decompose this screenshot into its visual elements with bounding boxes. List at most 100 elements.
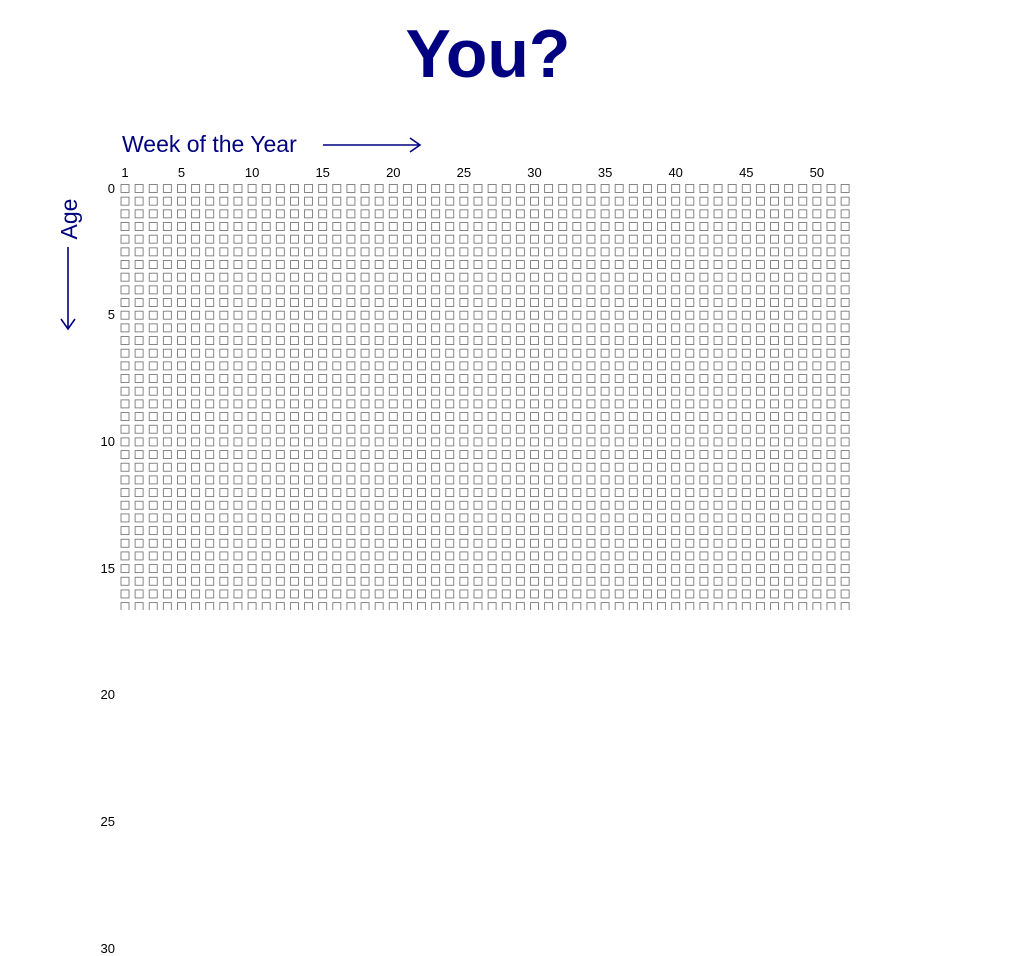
week-box <box>572 424 582 434</box>
week-box <box>247 323 257 333</box>
week-box <box>628 374 638 383</box>
week-box <box>332 424 342 434</box>
week-box <box>487 450 497 460</box>
week-box <box>219 589 229 599</box>
week-box <box>402 386 412 396</box>
week-box <box>219 374 229 383</box>
week-box <box>388 576 398 586</box>
week-box <box>205 576 215 586</box>
week-box <box>572 260 582 269</box>
week-box <box>459 437 469 447</box>
week-box <box>699 260 709 269</box>
week-box <box>642 374 652 383</box>
week-box <box>261 196 271 206</box>
week-box <box>642 475 652 485</box>
week-box <box>784 538 794 548</box>
week-box <box>233 184 243 193</box>
week-box <box>332 500 342 510</box>
week-box <box>530 488 539 498</box>
week-box <box>191 500 201 510</box>
week-box <box>798 374 808 383</box>
week-box <box>332 602 342 610</box>
week-box <box>360 310 370 320</box>
week-box <box>840 222 850 231</box>
week-box <box>162 336 172 345</box>
week-box <box>770 488 779 498</box>
week-box <box>558 513 568 523</box>
week-box <box>614 576 624 586</box>
week-box <box>784 285 794 295</box>
week-box <box>727 450 737 460</box>
week-box <box>431 538 441 548</box>
week-box <box>374 437 384 447</box>
week-box <box>530 500 539 510</box>
week-box <box>586 196 596 206</box>
week-box <box>515 361 525 371</box>
week-box <box>402 551 412 561</box>
week-box <box>445 551 455 561</box>
week-box <box>699 285 709 295</box>
week-box <box>417 348 426 358</box>
week-box <box>445 260 455 269</box>
week-box <box>261 475 271 485</box>
week-box <box>741 298 751 307</box>
week-box <box>431 450 441 460</box>
week-box <box>586 361 596 371</box>
week-box <box>346 602 356 610</box>
week-box <box>671 576 681 586</box>
week-box <box>304 602 314 610</box>
week-box <box>445 526 455 536</box>
week-box <box>120 374 130 383</box>
week-box <box>741 450 751 460</box>
week-box <box>191 247 201 257</box>
week-box <box>388 500 398 510</box>
week-box <box>657 526 667 536</box>
week-box <box>614 298 624 307</box>
week-box <box>445 361 455 371</box>
week-box <box>233 424 243 434</box>
week-box <box>530 576 539 586</box>
week-box <box>177 184 186 193</box>
week-box <box>459 576 469 586</box>
week-box <box>544 513 554 523</box>
week-box <box>572 196 582 206</box>
week-box <box>501 551 511 561</box>
week-box <box>812 450 822 460</box>
week-box <box>205 513 215 523</box>
week-box <box>657 551 667 561</box>
week-box <box>671 222 681 231</box>
week-box <box>741 551 751 561</box>
week-box <box>148 589 158 599</box>
week-box <box>261 310 271 320</box>
week-box <box>671 564 681 574</box>
week-box <box>318 450 328 460</box>
week-box <box>289 209 299 219</box>
week-box <box>275 399 285 409</box>
week-box <box>699 222 709 231</box>
week-box <box>544 526 554 536</box>
week-box <box>685 462 695 472</box>
week-box <box>332 310 342 320</box>
week-box <box>530 589 539 599</box>
week-box <box>515 222 525 231</box>
week-box <box>685 602 695 610</box>
week-box <box>840 298 850 307</box>
week-box <box>727 285 737 295</box>
week-box <box>332 348 342 358</box>
week-box <box>473 247 483 257</box>
week-box <box>586 462 596 472</box>
week-box <box>233 196 243 206</box>
week-box <box>784 399 794 409</box>
week-box <box>247 234 257 244</box>
week-box <box>657 298 667 307</box>
week-box <box>812 488 822 498</box>
week-box <box>134 247 144 257</box>
week-box <box>572 323 582 333</box>
week-box <box>191 184 201 193</box>
week-box <box>699 450 709 460</box>
week-box <box>374 475 384 485</box>
week-box <box>402 500 412 510</box>
week-box <box>247 285 257 295</box>
week-box <box>162 310 172 320</box>
week-box <box>374 538 384 548</box>
